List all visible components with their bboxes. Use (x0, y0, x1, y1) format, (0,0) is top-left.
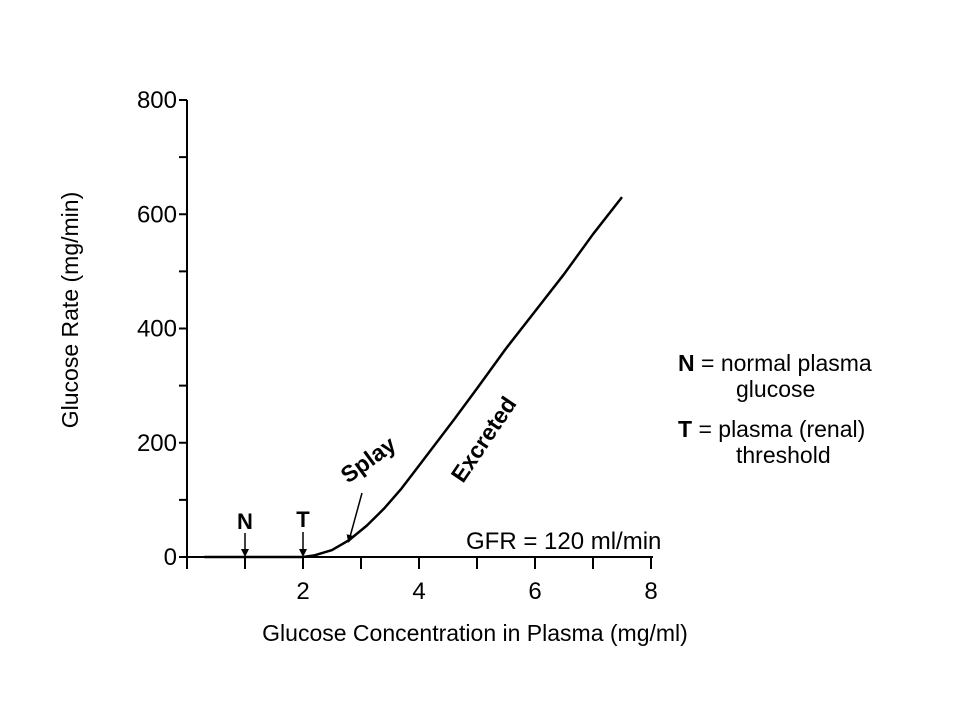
excreted-label: Excreted (446, 392, 522, 487)
y-tick-label: 400 (137, 316, 177, 343)
series (204, 196, 623, 559)
legend-key: T (678, 416, 693, 442)
y-tick-label: 800 (137, 87, 177, 114)
y-tick-label: 600 (137, 201, 177, 228)
legend-line: T = plasma (renal) (678, 416, 948, 442)
legend-entry-n: N = normal plasma glucose (678, 350, 948, 402)
splay-label: Splay (336, 431, 401, 488)
x-tick-label: 2 (296, 578, 309, 605)
x-tick-label: 4 (412, 578, 425, 605)
glucose-excretion-line (204, 196, 623, 559)
t-marker-label: T (296, 507, 310, 532)
n-marker-label: N (237, 509, 253, 534)
legend-line: N = normal plasma (678, 350, 948, 376)
legend-text-cont: glucose (736, 376, 816, 402)
x-tick-label: 8 (644, 578, 657, 605)
legend: N = normal plasma glucose T = plasma (re… (678, 350, 948, 482)
legend-sep: = (694, 350, 721, 376)
legend-sep: = (692, 416, 719, 442)
legend-entry-t: T = plasma (renal) threshold (678, 416, 948, 468)
legend-text-cont: threshold (736, 442, 831, 468)
gfr-label: GFR = 120 ml/min (466, 528, 661, 555)
legend-text: normal plasma (720, 350, 872, 376)
annotations: N T Splay Excreted GFR = 120 ml/min (237, 392, 661, 557)
splay-arrow (346, 492, 363, 543)
x-tick-label: 6 (528, 578, 541, 605)
y-tick-label: 0 (164, 544, 177, 571)
y-tick-label: 200 (137, 430, 177, 457)
ticks: 0 200 400 600 800 2 4 6 8 (137, 87, 658, 605)
y-axis-title: Glucose Rate (mg/min) (57, 192, 83, 428)
axes (186, 100, 653, 558)
legend-text: plasma (renal) (718, 416, 866, 442)
legend-key: N (678, 350, 695, 376)
x-axis-title: Glucose Concentration in Plasma (mg/ml) (262, 620, 688, 646)
